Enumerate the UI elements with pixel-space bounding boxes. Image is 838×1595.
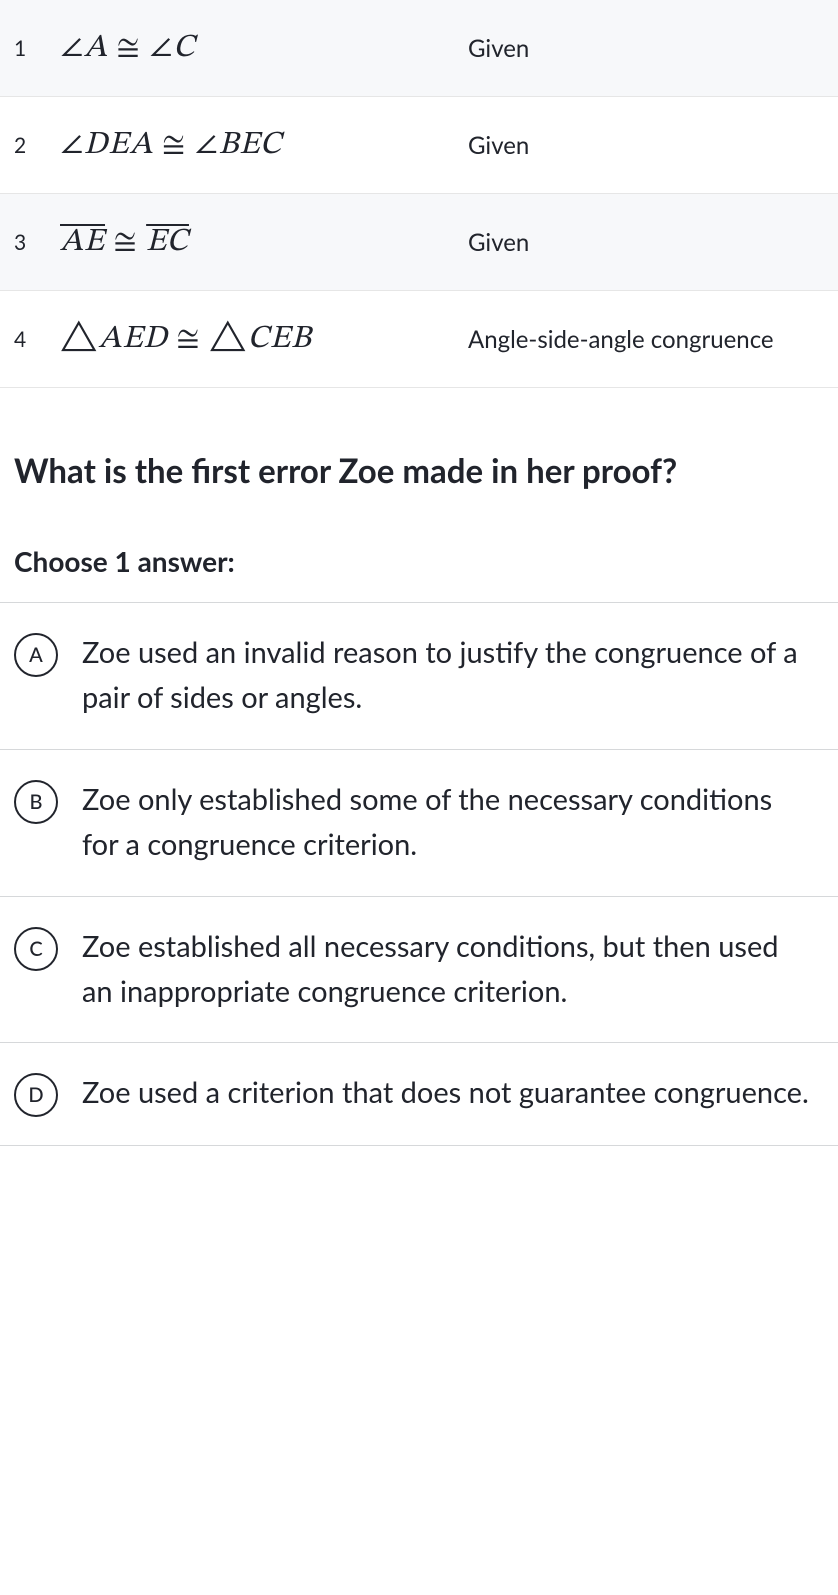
proof-reason: Given [468,131,838,160]
choose-label: Choose 1 answer: [0,496,838,602]
answer-choice-a[interactable]: A Zoe used an invalid reason to justify t… [0,603,838,750]
proof-reason: Given [468,228,838,257]
proof-statement: ∠DEA ≅ ∠BEC [60,125,468,165]
answer-letter: B [14,780,58,824]
question-text: What is the first error Zoe made in her … [14,448,824,496]
proof-statement: △AED ≅ △CEB [60,319,468,359]
step-number: 4 [0,327,60,352]
answer-text: Zoe established all necessary conditions… [82,925,824,1015]
answer-letter: D [14,1073,58,1117]
step-number: 2 [0,133,60,158]
proof-row: 3AE ≅ ECGiven [0,194,838,291]
answer-text: Zoe used a criterion that does not guara… [82,1071,819,1116]
answer-choice-b[interactable]: B Zoe only established some of the necess… [0,750,838,897]
answers-list: A Zoe used an invalid reason to justify t… [0,602,838,1147]
step-number: 1 [0,36,60,61]
answer-text: Zoe used an invalid reason to justify th… [82,631,824,721]
proof-statement: ∠A ≅ ∠C [60,28,468,68]
proof-reason: Given [468,34,838,63]
answer-choice-c[interactable]: C Zoe established all necessary condition… [0,897,838,1044]
question-block: What is the first error Zoe made in her … [0,388,838,496]
proof-row: 1∠A ≅ ∠CGiven [0,0,838,97]
step-number: 3 [0,230,60,255]
proof-row: 4△AED ≅ △CEBAngle-side-angle congruence [0,291,838,388]
answer-text: Zoe only established some of the necessa… [82,778,824,868]
answer-letter: C [14,927,58,971]
proof-reason: Angle-side-angle congruence [468,325,838,354]
proof-statement: AE ≅ EC [60,222,468,262]
answer-choice-d[interactable]: D Zoe used a criterion that does not guar… [0,1043,838,1146]
proof-row: 2∠DEA ≅ ∠BECGiven [0,97,838,194]
proof-table: 1∠A ≅ ∠CGiven2∠DEA ≅ ∠BECGiven3AE ≅ ECGi… [0,0,838,388]
answer-letter: A [14,633,58,677]
